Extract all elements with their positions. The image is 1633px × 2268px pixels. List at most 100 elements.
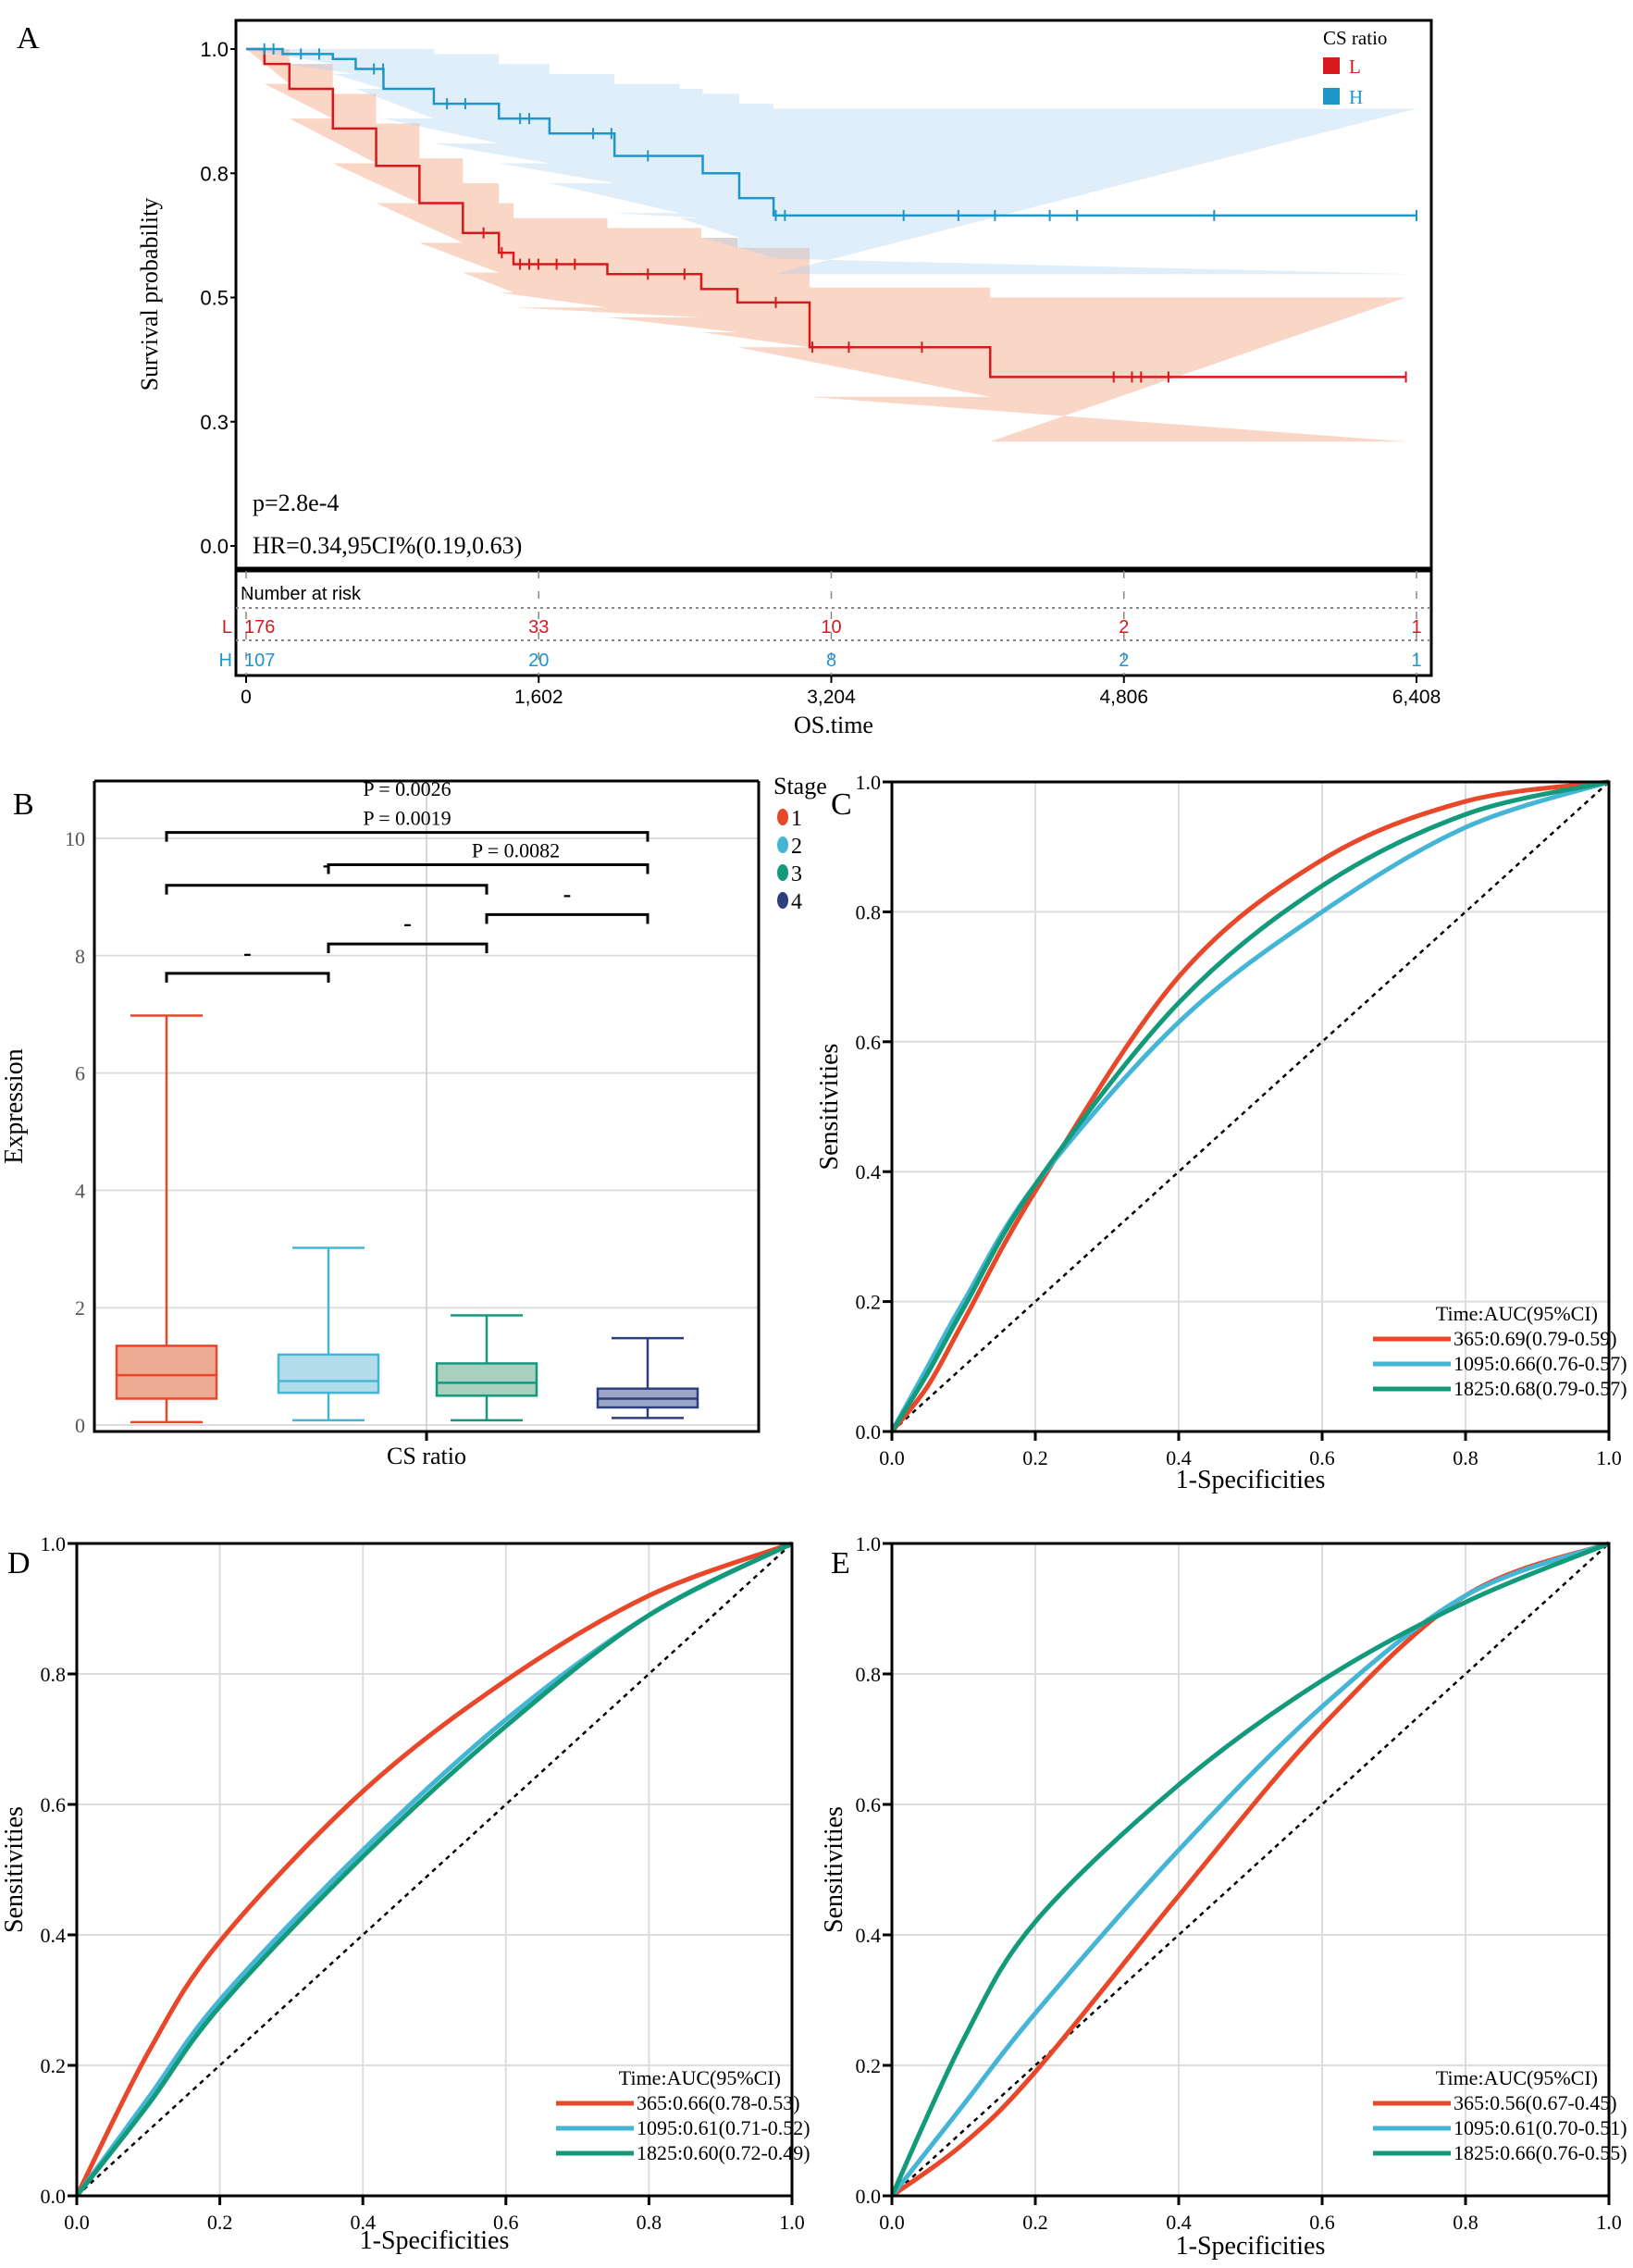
y-tick-label: 0.8 <box>41 1663 67 1686</box>
legend-label: 1825:0.60(0.72-0.49) <box>637 2141 810 2164</box>
legend-label: 1825:0.68(0.79-0.57) <box>1454 1377 1627 1400</box>
significance-label: - <box>403 910 412 936</box>
plot-frame <box>75 1542 794 2198</box>
y-tick-label: 6 <box>75 1062 85 1085</box>
roc-curve-365 <box>890 779 1610 1433</box>
significance-bracket <box>165 972 330 983</box>
roc-curve-1825 <box>75 1541 794 2198</box>
box-2 <box>277 1353 380 1394</box>
confidence-band-H <box>246 49 1417 275</box>
legend-label-L: L <box>1349 56 1361 78</box>
roc-curve-1825 <box>889 1541 1610 2198</box>
legend-label: 1095:0.61(0.71-0.52) <box>637 2116 810 2139</box>
y-tick-label: 0.4 <box>41 1924 67 1947</box>
roc-curve-1095 <box>889 779 1610 1433</box>
legend-title: Time:AUC(95%CI) <box>619 2066 781 2089</box>
y-tick-label: 0.2 <box>856 1291 882 1314</box>
y-tick-label: 0.3 <box>200 411 229 434</box>
y-tick-label: 1.0 <box>856 771 882 794</box>
risk-count: 1 <box>1411 617 1421 638</box>
legend-label: 365:0.69(0.79-0.59) <box>1454 1327 1617 1350</box>
legend-dot-2 <box>777 837 788 853</box>
y-tick-label: 4 <box>75 1179 85 1202</box>
significance-label: - <box>563 880 572 907</box>
x-tick-label: 0.2 <box>1022 2211 1048 2234</box>
risk-count: 10 <box>821 617 841 638</box>
x-tick-label: 0.8 <box>637 2211 662 2234</box>
y-tick-label: 10 <box>65 827 85 850</box>
risk-count: 107 <box>244 651 275 671</box>
reference-diagonal <box>76 1543 793 2197</box>
significance-bracket <box>485 912 649 924</box>
reference-diagonal <box>891 1543 1610 2197</box>
risk-table-frame <box>234 569 1433 677</box>
legend-label-4: 4 <box>791 890 802 914</box>
x-tick-label: 0.2 <box>207 2211 233 2234</box>
plot-frame <box>234 19 1433 570</box>
roc-plot-C: 0.00.0 0.2 0.2 0.4 0.4 0.6 0.6 0.8 0.8 1.0 1.0 Time… <box>815 771 1627 1494</box>
significance-label: P = 0.0082 <box>472 839 560 862</box>
x-tick-label: 4,806 <box>1099 687 1148 708</box>
significance-bracket <box>327 863 649 874</box>
y-tick-label: 0.0 <box>200 535 229 558</box>
risk-table-title: Number at risk <box>241 584 362 604</box>
x-axis-title: 1-Specificities <box>1176 1466 1326 1494</box>
risk-count: 2 <box>1119 651 1129 671</box>
x-axis-title: CS ratio <box>387 1443 466 1469</box>
y-axis-title: Survival probability <box>136 198 163 391</box>
legend-swatch-H <box>1323 88 1340 105</box>
x-tick-label: 0.4 <box>1166 2211 1192 2234</box>
risk-row-label-H: H <box>219 651 232 671</box>
legend-title: Time:AUC(95%CI) <box>1436 1302 1598 1325</box>
panel-label-A: A <box>17 21 40 56</box>
x-axis-title: 1-Specificities <box>360 2226 510 2255</box>
plot-frame <box>890 1542 1611 2198</box>
x-tick-label: 1.0 <box>1596 1446 1622 1469</box>
significance-bracket <box>165 831 649 842</box>
y-tick-label: 0.2 <box>41 2054 67 2077</box>
y-tick-label: 0.4 <box>856 1924 882 1947</box>
risk-count: 20 <box>528 651 549 671</box>
x-tick-label: 6,408 <box>1392 687 1441 708</box>
y-tick-label: 0.6 <box>856 1031 882 1054</box>
y-tick-label: 0.2 <box>856 2054 882 2077</box>
y-tick-label: 0.0 <box>856 1420 882 1444</box>
panel-label-D: D <box>7 1546 31 1580</box>
x-axis-title: OS.time <box>794 712 873 738</box>
risk-count: 1 <box>1411 651 1421 671</box>
km-plot <box>246 43 1417 442</box>
y-tick-label: 0.6 <box>856 1793 882 1816</box>
legend-dot-4 <box>777 892 788 909</box>
x-tick-label: 0.0 <box>64 2211 90 2234</box>
y-tick-label: 0.0 <box>41 2185 67 2208</box>
x-tick-label: 1.0 <box>779 2211 805 2234</box>
y-tick-label: 0.4 <box>856 1160 882 1184</box>
risk-count: 176 <box>244 617 275 638</box>
significance-label: P = 0.0019 <box>363 807 451 830</box>
roc-plot-D: 0.0 0.0 0.2 0.2 0.4 0.4 0.6 0.6 0.8 0.8 1.0 1.0 Time… <box>0 1532 810 2255</box>
legend-title: Time:AUC(95%CI) <box>1436 2066 1598 2089</box>
x-tick-label: 0.6 <box>493 2211 519 2234</box>
box-1 <box>115 1345 218 1400</box>
legend-dot-3 <box>777 864 788 881</box>
y-tick-label: 0.8 <box>856 900 882 923</box>
legend-dot-1 <box>777 809 788 825</box>
y-tick-label: 1.0 <box>200 38 229 61</box>
x-tick-label: 0.6 <box>1309 2211 1335 2234</box>
x-tick-label: 1,602 <box>514 687 563 708</box>
plot-frame <box>890 780 1611 1433</box>
x-tick-label: 0.0 <box>879 1446 905 1469</box>
risk-count: 2 <box>1119 617 1129 638</box>
survival-curve-H <box>246 47 1417 217</box>
y-tick-label: 0 <box>75 1414 85 1437</box>
y-axis-title: Expression <box>0 1048 29 1163</box>
legend-title: Stage <box>773 773 827 799</box>
hazard-ratio-text: HR=0.34,95CI%(0.19,0.63) <box>253 532 522 559</box>
y-axis-title: Sensitivities <box>0 1806 29 1933</box>
significance-label: - <box>323 851 331 878</box>
x-tick-label: 3,204 <box>807 687 856 708</box>
x-tick-label: 1.0 <box>1596 2211 1622 2234</box>
legend-label-2: 2 <box>791 835 802 859</box>
